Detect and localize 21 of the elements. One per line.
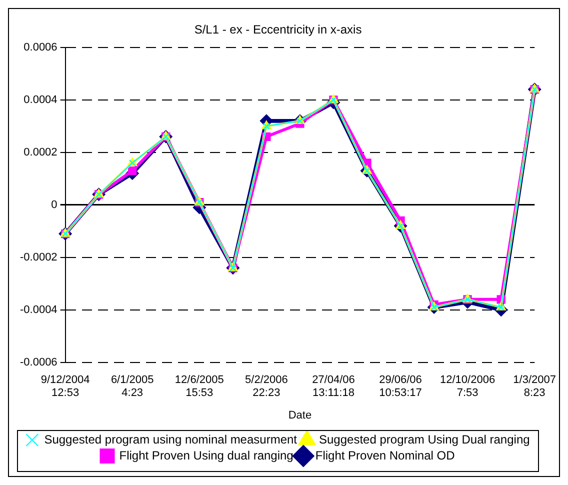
x-tick-label: 9/12/2004 12:53 — [40, 374, 90, 400]
legend-label: Suggested program using nominal measurment — [44, 432, 298, 446]
y-tick-label: -0.0004 — [20, 304, 58, 316]
x-tick-label: 27/04/06 13:11:18 — [312, 374, 355, 400]
x-tick-label: 6/1/2005 4:23 — [110, 374, 154, 400]
x-tick-label: 1/3/2007 8:23 — [513, 374, 556, 400]
y-tick-label: 0.0006 — [24, 41, 58, 54]
y-tick-label: -0.0002 — [20, 251, 58, 264]
legend-label: Suggested program Using Dual ranging — [319, 432, 530, 446]
x-tick-label: 5/2/2006 22:23 — [245, 374, 288, 400]
legend-label: Flight Proven Using dual ranging — [119, 448, 294, 462]
x-tick-label: 12/10/2006 7:53 — [440, 374, 496, 400]
y-tick-label: -0.0006 — [20, 356, 58, 368]
x-tick-label: 12/6/2005 15:53 — [174, 374, 224, 400]
x-axis-title: Date — [288, 409, 312, 422]
legend-label: Flight Proven Nominal OD — [315, 448, 456, 462]
y-tick-label: 0 — [51, 198, 58, 211]
y-tick-label: 0.0004 — [24, 94, 58, 106]
y-tick-label: 0.0002 — [24, 146, 58, 158]
chart-title: S/L1 - ex - Eccentricity in x-axis — [194, 22, 362, 37]
x-tick-label: 29/06/06 10:53:17 — [379, 374, 422, 400]
